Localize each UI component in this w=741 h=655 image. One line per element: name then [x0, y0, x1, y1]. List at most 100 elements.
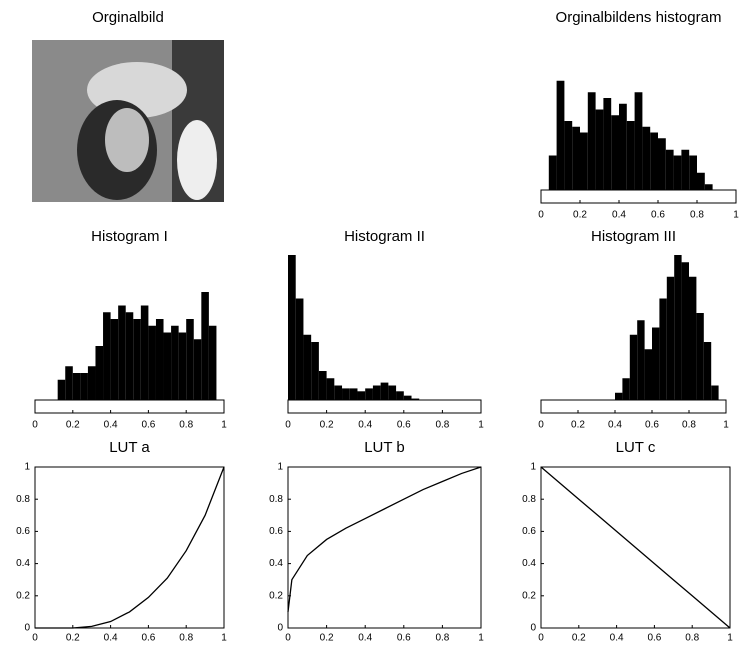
chart-title: Orginalbild: [92, 9, 164, 26]
histogram-bar: [637, 320, 644, 400]
x-tick-label: 1: [723, 420, 729, 431]
histogram-bar: [596, 110, 604, 191]
x-tick-label: 1: [478, 420, 484, 431]
histogram-bar: [334, 386, 342, 401]
y-tick-label: 0.6: [16, 526, 30, 537]
x-tick-label: 0: [32, 420, 38, 431]
histogram-bar: [627, 121, 635, 190]
x-tick-label: 0.6: [647, 633, 661, 644]
x-tick-label: 0.6: [397, 420, 411, 431]
x-tick-label: 1: [221, 633, 227, 644]
histogram-bar: [689, 156, 697, 191]
y-tick-label: 0.6: [522, 526, 536, 537]
x-tick-label: 0: [32, 633, 38, 644]
x-tick-label: 0.6: [141, 633, 155, 644]
y-tick-label: 0: [277, 623, 283, 634]
axes-box: [288, 400, 481, 413]
chart-title: Histogram I: [91, 228, 168, 245]
histogram-bar: [111, 319, 119, 400]
histogram-bar: [88, 366, 96, 400]
histogram-bar: [319, 371, 327, 400]
x-tick-label: 0: [285, 633, 291, 644]
x-tick-label: 0.8: [179, 633, 193, 644]
histogram-bar: [549, 156, 557, 191]
histogram-bar: [148, 326, 156, 400]
histogram-bar: [666, 150, 674, 190]
axes-box: [541, 190, 736, 203]
x-tick-label: 0.2: [66, 633, 80, 644]
histogram-bar: [396, 391, 404, 400]
chart-title: Orginalbildens histogram: [556, 9, 722, 26]
y-tick-label: 1: [24, 462, 30, 473]
x-tick-label: 0.8: [682, 420, 696, 431]
histogram-bar: [296, 299, 304, 401]
histogram-bar: [357, 391, 365, 400]
histogram-bar: [365, 388, 373, 400]
histogram-bar: [118, 306, 126, 401]
y-tick-label: 0.8: [16, 494, 30, 505]
x-tick-label: 0.6: [645, 420, 659, 431]
histogram-bar: [652, 328, 659, 401]
histogram-bar: [667, 277, 674, 400]
x-tick-label: 0.8: [435, 420, 449, 431]
histogram-bar: [179, 333, 187, 401]
histogram-bar: [126, 312, 134, 400]
x-tick-label: 0.4: [608, 420, 622, 431]
chart-title: Histogram III: [591, 228, 676, 245]
y-tick-label: 0.8: [522, 494, 536, 505]
histogram-bar: [342, 388, 350, 400]
x-tick-label: 1: [727, 633, 733, 644]
chart-title: LUT a: [109, 439, 150, 456]
y-tick-label: 1: [277, 462, 283, 473]
histogram-bar: [80, 373, 88, 400]
histogram-bar: [388, 386, 396, 401]
x-tick-label: 0.4: [358, 420, 372, 431]
histogram-bar: [156, 319, 164, 400]
x-tick-label: 0.2: [572, 633, 586, 644]
histogram-bar: [650, 133, 658, 191]
histogram-bar: [642, 127, 650, 190]
x-tick-label: 0.8: [685, 633, 699, 644]
histogram-bar: [303, 335, 311, 400]
y-tick-label: 1: [530, 462, 536, 473]
x-tick-label: 0.8: [435, 633, 449, 644]
chart-title: LUT c: [616, 439, 656, 456]
histogram-bar: [141, 306, 149, 401]
histogram-bar: [171, 326, 179, 400]
figure: Orginalbild 0 0.2 0.4 0.6 0.8 1 Orginalbildens …: [0, 0, 741, 650]
histogram-bar: [619, 104, 627, 190]
histogram-bar: [705, 184, 713, 190]
y-tick-label: 0.4: [522, 558, 536, 569]
histogram-bar: [572, 127, 580, 190]
x-tick-label: 0.8: [179, 420, 193, 431]
x-tick-label: 1: [221, 420, 227, 431]
histogram-bar: [65, 366, 73, 400]
x-tick-label: 0.2: [320, 420, 334, 431]
histogram-bar: [373, 386, 381, 401]
x-tick-label: 0.6: [397, 633, 411, 644]
x-tick-label: 0.8: [690, 210, 704, 221]
histogram-bar: [658, 138, 666, 190]
axes-box: [35, 400, 224, 413]
histogram-bar: [611, 115, 619, 190]
histogram-bar: [622, 378, 629, 400]
histogram-bar: [681, 150, 689, 190]
y-tick-label: 0.4: [16, 558, 30, 569]
axes-box: [541, 400, 726, 413]
x-tick-label: 0.6: [141, 420, 155, 431]
x-tick-label: 0.2: [320, 633, 334, 644]
x-tick-label: 0.4: [358, 633, 372, 644]
histogram-bar: [588, 92, 596, 190]
x-tick-label: 0.2: [573, 210, 587, 221]
y-tick-label: 0.2: [269, 590, 283, 601]
histogram-bar: [564, 121, 572, 190]
histogram-bar: [689, 277, 696, 400]
histogram-bar: [95, 346, 103, 400]
image-part: [105, 108, 149, 172]
histogram-bar: [103, 312, 111, 400]
axes-box: [35, 467, 224, 628]
histogram-bar: [288, 255, 296, 400]
x-tick-label: 1: [733, 210, 739, 221]
x-tick-label: 0.2: [571, 420, 585, 431]
histogram-bar: [311, 342, 319, 400]
